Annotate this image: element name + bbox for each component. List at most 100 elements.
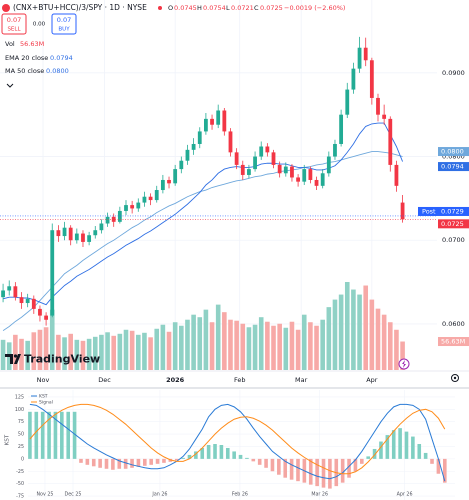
histogram-bar <box>194 451 198 459</box>
volume-bar <box>283 327 289 370</box>
candle-body <box>13 286 18 298</box>
candle-body <box>369 60 374 98</box>
candle-body <box>50 230 55 316</box>
buy-price[interactable]: 0.07 <box>57 16 71 24</box>
candle-body <box>339 114 344 144</box>
volume-bar <box>160 324 166 370</box>
candle-body <box>228 131 233 153</box>
histogram-bar <box>360 458 364 464</box>
y-tick-label: 0.0900 <box>442 69 465 77</box>
histogram-bar <box>104 458 109 469</box>
candle-body <box>154 190 159 201</box>
histogram-bar <box>404 431 409 459</box>
histogram-bar <box>366 456 370 459</box>
histogram-bar <box>391 430 396 459</box>
histogram-bar <box>328 458 332 489</box>
volume-bar <box>185 319 190 370</box>
kst-plot: 125 100 75 50 25 0 -25 -50 -75 Nov 25 Dec 25 Jan 26… <box>15 390 455 500</box>
tradingview-logo: TradingView <box>5 353 100 366</box>
x-tick-label: 2026 <box>166 376 185 384</box>
volume-bar <box>68 333 73 370</box>
volume-bar <box>166 331 172 370</box>
collapse-chevron[interactable] <box>6 83 14 88</box>
volume-bar <box>394 329 399 370</box>
histogram-bar <box>340 458 345 483</box>
volume-bar <box>203 309 209 370</box>
ohlc-value: 0.0745 <box>174 4 197 12</box>
histogram-bar <box>130 458 134 468</box>
volume-bar <box>117 333 123 370</box>
x-tick-label: Feb <box>234 376 246 384</box>
candle-body <box>345 89 350 115</box>
candle-body <box>240 164 245 175</box>
sell-price[interactable]: 0.07 <box>7 16 21 24</box>
histogram-bar <box>277 458 281 475</box>
volume-bar <box>148 337 153 370</box>
y-tick-label: 0.0800 <box>442 153 465 161</box>
legend-entry: Signal <box>39 400 53 406</box>
buy-label[interactable]: BUY <box>58 27 70 33</box>
candle-body <box>56 230 61 237</box>
sell-button[interactable] <box>1 13 27 35</box>
settings-button[interactable] <box>451 374 459 382</box>
volume-value-box <box>438 337 469 347</box>
candle-body <box>44 315 48 320</box>
x-tick-label: Dec 25 <box>65 492 82 498</box>
candle-body <box>179 160 184 170</box>
histogram-bar <box>379 441 383 459</box>
histogram-bar <box>289 458 294 480</box>
candle-body <box>1 290 5 298</box>
post-label: Post <box>422 207 436 215</box>
histogram-bar <box>372 448 377 459</box>
candle-body <box>87 235 92 242</box>
symbol-title[interactable]: (CNX+BTU+HCC)/3/SPY · 1D · NYSE <box>13 3 147 12</box>
volume-bar <box>252 324 258 370</box>
logo-text: TradingView <box>24 353 100 366</box>
volume-bar <box>265 321 270 370</box>
histogram-bar <box>436 458 441 474</box>
candle-body <box>253 156 257 170</box>
histogram-bar <box>53 411 58 459</box>
ohlc-label: C <box>254 4 259 12</box>
x-tick-label: Dec <box>98 376 111 384</box>
alert-button[interactable] <box>398 358 410 370</box>
volume-bar <box>215 304 221 370</box>
candle-body <box>271 152 276 165</box>
candle-body <box>25 298 30 304</box>
ohlc-value: 0.0721 <box>231 4 254 12</box>
histogram-bar <box>308 458 313 485</box>
histogram-bar <box>219 445 224 459</box>
ma-legend-value: 0.0800 <box>46 67 69 75</box>
histogram-bar <box>143 458 147 466</box>
histogram-bar <box>353 458 358 472</box>
volume-value-text: 56.63M <box>441 338 465 346</box>
histogram-bar <box>213 444 217 459</box>
volume-bar <box>320 319 325 370</box>
histogram-bar <box>162 458 166 463</box>
volume-bar <box>129 330 135 370</box>
histogram-bar <box>60 411 64 459</box>
volume-bar <box>301 314 307 370</box>
volume-bar <box>142 332 147 370</box>
volume-bar <box>234 320 239 370</box>
volume-bar <box>375 308 381 370</box>
histogram-bar <box>296 458 300 482</box>
candle-body <box>124 205 128 211</box>
candle-body <box>376 97 380 115</box>
histogram-bar <box>232 451 236 459</box>
histogram-bar <box>66 411 71 459</box>
volume-bar <box>135 334 141 370</box>
volume-bar <box>74 339 80 370</box>
volume-bar <box>25 340 30 370</box>
sell-label[interactable]: SELL <box>7 27 21 33</box>
volume-bar <box>246 327 252 370</box>
histogram-bar <box>47 411 51 459</box>
x-tick-label: Nov 25 <box>36 492 53 498</box>
candle-body <box>74 233 79 241</box>
buy-button[interactable] <box>51 13 77 35</box>
volume-bar <box>0 339 6 370</box>
volume-bar <box>179 325 184 370</box>
volume-bar <box>19 338 24 370</box>
